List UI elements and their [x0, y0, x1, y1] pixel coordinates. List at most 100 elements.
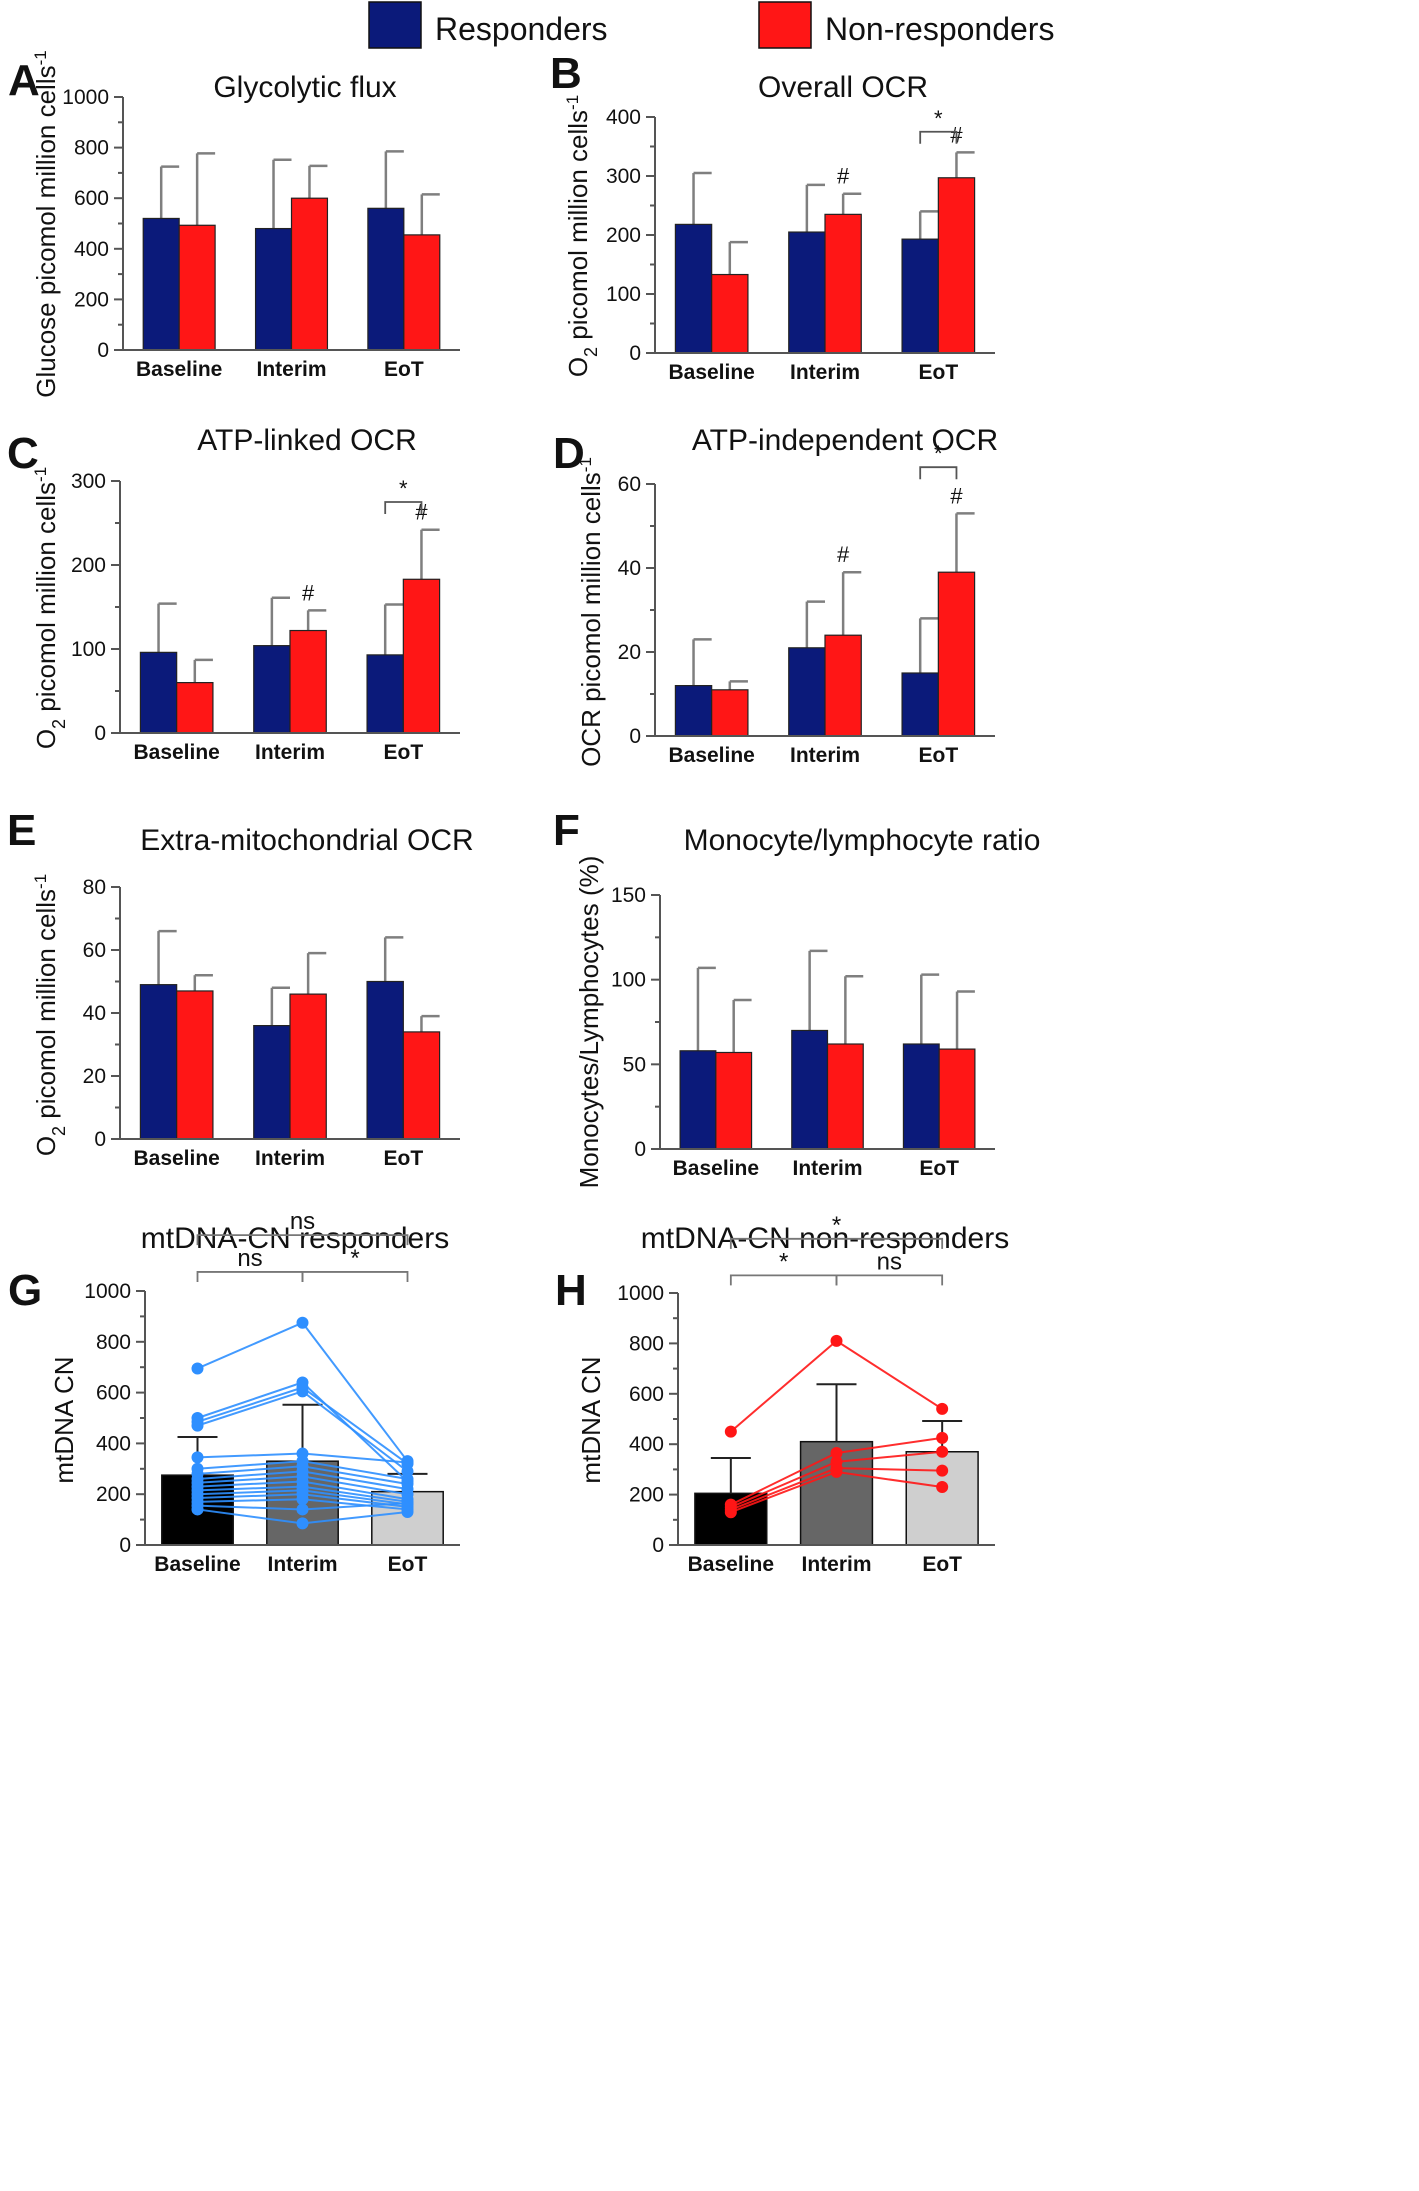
- bar-responders: [139, 651, 178, 734]
- bar-responders: [674, 684, 713, 737]
- x-category-label: Baseline: [154, 1553, 240, 1576]
- comparison-label: ns: [877, 1248, 902, 1275]
- subject-point: [296, 1503, 309, 1516]
- legend-swatch-responders: [368, 1, 422, 49]
- y-tick-label: 1000: [617, 1282, 664, 1305]
- bar-responders: [142, 217, 180, 351]
- y-label-text: mtDNA CN: [49, 1356, 79, 1483]
- y-tick-label: 1000: [84, 1280, 131, 1303]
- x-category-label: Interim: [790, 361, 860, 384]
- comparison-bracket: [835, 1274, 944, 1286]
- subject-point: [296, 1517, 309, 1530]
- bar-non-responders: [937, 571, 976, 737]
- y-tick-label: 400: [74, 238, 109, 261]
- panel-letter: E: [7, 806, 36, 855]
- y-label-superscript: -1: [31, 874, 50, 889]
- y-tick-label: 0: [97, 339, 109, 362]
- comparison-bracket: [729, 1237, 944, 1249]
- panel-d: D ATP-independent OCR 0 20 40 60 OCR picomol m…: [553, 424, 998, 767]
- y-tick-label: 0: [94, 1128, 106, 1151]
- x-category-label: Interim: [256, 358, 326, 381]
- bar-responders: [367, 207, 405, 351]
- bar-responders: [674, 223, 713, 354]
- x-category-label: EoT: [922, 1553, 962, 1576]
- subject-point: [724, 1425, 737, 1438]
- subject-point: [830, 1465, 843, 1478]
- subject-point: [296, 1493, 309, 1506]
- y-tick-label: 600: [74, 187, 109, 210]
- y-tick-label: 0: [629, 725, 641, 748]
- bar-non-responders: [711, 689, 749, 737]
- y-tick-label: 600: [96, 1382, 131, 1405]
- panel-a: A Glycolytic flux 0 200 400 600 800 1000Glucose…: [8, 50, 460, 398]
- bar-responders: [902, 1043, 940, 1150]
- x-category-label: Baseline: [688, 1553, 774, 1576]
- y-label-prefix: O: [31, 729, 61, 749]
- y-label-text: Monocytes/Lymphocytes (%): [574, 856, 604, 1189]
- x-category-label: Interim: [267, 1553, 337, 1576]
- legend-label-responders: Responders: [435, 11, 608, 47]
- y-tick-label: 0: [119, 1534, 131, 1557]
- x-category-label: Baseline: [673, 1157, 759, 1180]
- panel-letter: C: [7, 429, 39, 478]
- comparison-label: *: [832, 1212, 841, 1239]
- legend-label-non-responders: Non-responders: [825, 11, 1054, 47]
- bar-responders: [254, 227, 293, 351]
- y-label-superscript: -1: [31, 50, 50, 65]
- y-tick-label: 20: [618, 641, 641, 664]
- y-tick-label: 0: [634, 1138, 646, 1161]
- y-tick-label: 200: [96, 1483, 131, 1506]
- significance-marker: #: [837, 542, 850, 567]
- y-tick-label: 150: [611, 884, 646, 907]
- bar-non-responders: [178, 224, 216, 351]
- bar-non-responders: [402, 578, 441, 734]
- y-label-text: OCR picomol million cells: [576, 472, 606, 767]
- bar-responders: [366, 980, 404, 1140]
- y-tick-label: 300: [71, 470, 106, 493]
- bar-responders: [901, 672, 939, 737]
- y-tick-label: 0: [652, 1534, 664, 1557]
- bar-non-responders: [824, 213, 862, 354]
- bar-responders: [901, 238, 939, 354]
- subject-point: [936, 1431, 949, 1444]
- y-axis-label: Glucose picomol million cells-1: [31, 50, 62, 397]
- bar-non-responders: [824, 634, 862, 737]
- x-category-label: Interim: [255, 1147, 325, 1170]
- x-category-label: Interim: [801, 1553, 871, 1576]
- panel-title: Overall OCR: [758, 71, 928, 104]
- y-tick-label: 200: [606, 224, 641, 247]
- y-label-text: picomol million cells: [563, 110, 593, 347]
- bar-non-responders: [403, 234, 441, 351]
- bar-non-responders: [176, 990, 214, 1140]
- subject-point: [191, 1451, 204, 1464]
- subject-point: [401, 1505, 414, 1518]
- significance-marker: #: [950, 483, 963, 508]
- panel-title: Glycolytic flux: [213, 71, 396, 104]
- y-tick-label: 20: [83, 1065, 106, 1088]
- subject-point: [936, 1464, 949, 1477]
- comparison-label: *: [934, 441, 943, 466]
- comparison-bracket: [919, 130, 958, 144]
- panel-letter: G: [8, 1266, 42, 1315]
- subject-point: [936, 1445, 949, 1458]
- x-category-label: EoT: [383, 741, 423, 764]
- y-tick-label: 400: [629, 1433, 664, 1456]
- comparison-bracket: [384, 501, 423, 514]
- panel-title: ATP-linked OCR: [197, 424, 417, 457]
- y-label-superscript: -1: [31, 467, 50, 482]
- panel-title: Monocyte/lymphocyte ratio: [684, 824, 1041, 857]
- subject-point: [191, 1362, 204, 1375]
- y-axis-label: mtDNA CN: [49, 1356, 79, 1483]
- y-label-subscript: 2: [49, 1126, 69, 1136]
- comparison-label: ns: [290, 1208, 315, 1235]
- bar-responders: [366, 654, 404, 734]
- subject-point: [830, 1447, 843, 1460]
- comparison-label: *: [350, 1245, 359, 1272]
- legend-swatch-non-responders: [758, 1, 812, 49]
- bar-non-responders: [938, 1048, 976, 1150]
- comparison-label: *: [399, 476, 408, 501]
- panel-title: mtDNA-CN responders: [141, 1222, 449, 1255]
- subject-point: [191, 1503, 204, 1516]
